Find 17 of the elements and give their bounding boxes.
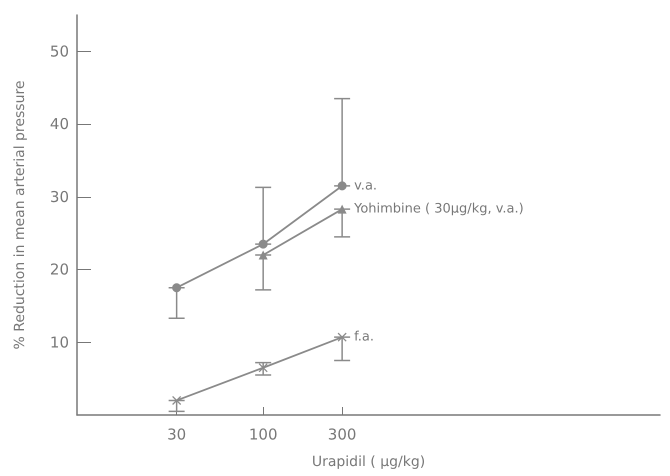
y-tick-label: 20 [50, 260, 69, 279]
x-tick-label: 100 [248, 426, 278, 444]
point [172, 396, 182, 405]
point [338, 181, 347, 190]
series-label: Yohimbine ( 30μg/kg, v.a.) [353, 202, 524, 217]
point [172, 283, 182, 292]
x-tick-label: 30 [167, 426, 186, 444]
y-tick-label: 40 [50, 115, 69, 134]
y-tick-label: 30 [50, 188, 69, 206]
y-tick-label: 10 [50, 333, 69, 352]
x-tick-label: 300 [328, 426, 356, 444]
series-label: v.a. [354, 178, 378, 194]
y-tick-label: 50 [50, 42, 69, 60]
series-label: f.a. [354, 330, 374, 345]
x-axis-title: Urapidil ( μg/kg) [312, 454, 426, 470]
point [338, 332, 347, 342]
y-axis-title: % Reduction in mean arterial pressure [12, 80, 28, 350]
